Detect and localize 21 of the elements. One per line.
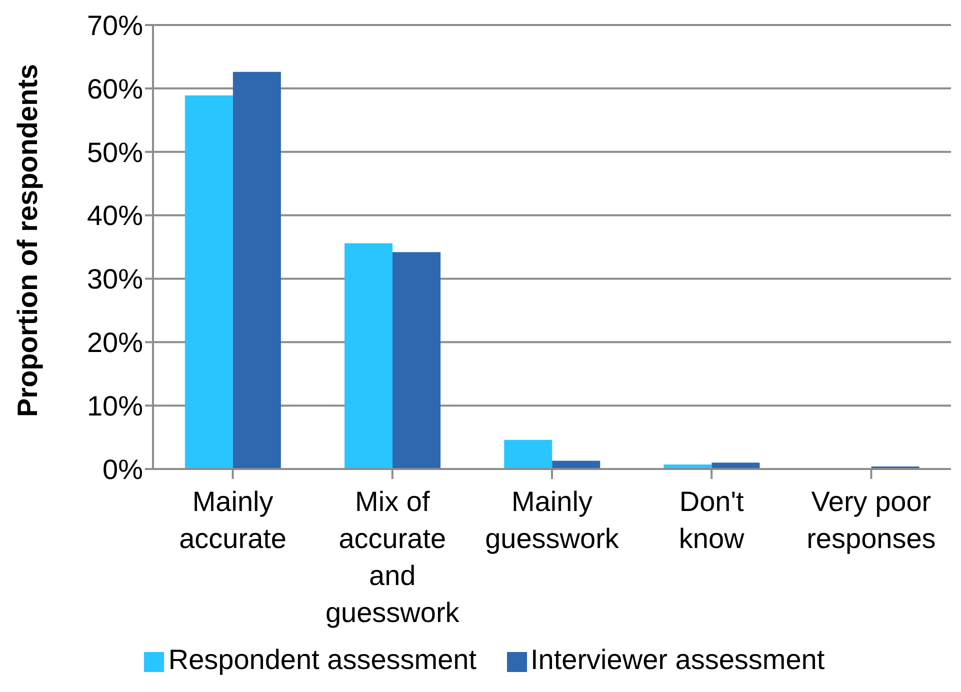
y-tick-label: 70% [86, 10, 143, 41]
y-tick-label: 60% [86, 73, 143, 104]
y-tick-label: 20% [86, 327, 143, 358]
y-tick-label: 50% [86, 136, 143, 168]
bar [232, 72, 281, 469]
x-tick-label: Mix of accurate and guesswork [325, 486, 460, 628]
legend-label: Respondent assessment [168, 644, 477, 675]
bar [344, 243, 393, 469]
bar [392, 252, 441, 469]
x-tick-label: Don't know [678, 486, 746, 554]
y-tick-label: 0% [102, 454, 143, 485]
bar [184, 95, 233, 469]
y-tick-label: 10% [86, 390, 143, 422]
y-tick-label: 30% [86, 264, 143, 295]
y-axis-title: Proportion of respondents [12, 64, 43, 417]
y-tick-label: 40% [86, 200, 143, 232]
x-tick-label: Very poor responses [806, 486, 936, 554]
legend-label: Interviewer assessment [530, 644, 825, 675]
bar [504, 440, 552, 469]
x-tick-label: Mainly accurate [179, 486, 287, 554]
x-tick-label: Mainly guesswork [485, 486, 620, 554]
